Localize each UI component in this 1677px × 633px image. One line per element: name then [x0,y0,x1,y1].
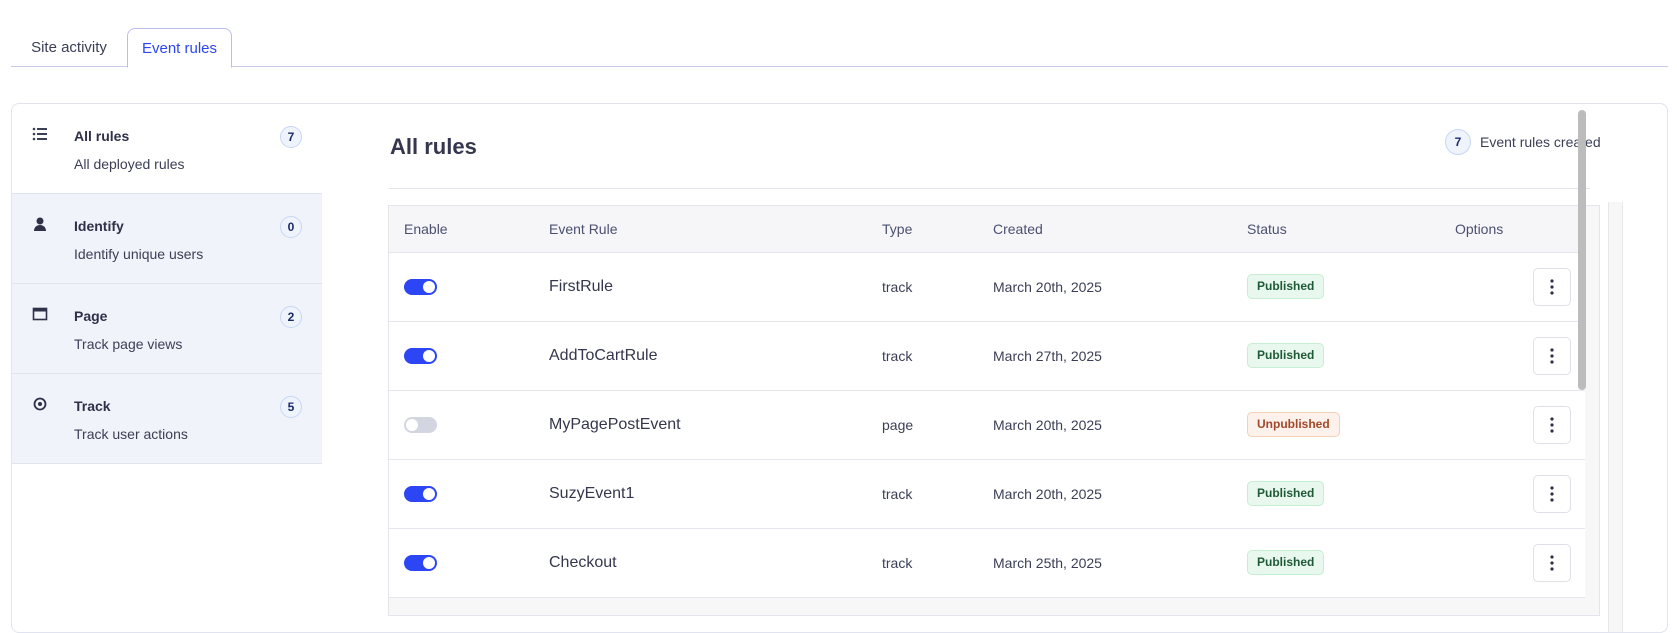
more-vertical-icon [1550,278,1554,295]
status-cell: Published [1247,321,1455,391]
enable-toggle[interactable] [404,486,437,503]
sidebar-item-subtitle: Track user actions [74,426,188,442]
enable-cell [389,252,549,322]
options-button[interactable] [1533,336,1571,375]
column-header-type: Type [882,206,993,253]
tab-site-activity[interactable]: Site activity [31,39,107,56]
sidebar-item-page[interactable]: Page Track page views 2 [12,284,322,374]
browser-window-icon [32,307,48,321]
sidebar-item-title: All rules [74,128,130,144]
event-rule-created: March 20th, 2025 [993,390,1247,460]
table-scrollbar[interactable] [1576,105,1589,511]
more-vertical-icon [1550,554,1554,571]
sidebar-item-subtitle: Identify unique users [74,246,204,262]
sidebar-item-subtitle: All deployed rules [74,156,185,172]
column-header-enable: Enable [389,206,549,253]
event-rule-name: MyPagePostEvent [549,390,882,460]
column-header-created: Created [993,206,1247,253]
status-cell: Unpublished [1247,390,1455,460]
event-rule-created: March 20th, 2025 [993,252,1247,322]
options-cell [1455,390,1585,460]
table-header: Enable Event Rule Type Created Status Op… [389,206,1585,253]
sidebar-item-title: Identify [74,218,124,234]
count-badge: 7 [1445,129,1471,155]
event-rule-type: track [882,528,993,598]
event-rule-created: March 25th, 2025 [993,528,1247,598]
status-badge: Published [1247,343,1325,368]
sidebar: All rules All deployed rules 7 Identify … [12,104,322,464]
rules-created-summary: 7 Event rules created [1445,129,1601,155]
options-cell [1455,528,1585,598]
enable-cell [389,390,549,460]
column-header-event-rule: Event Rule [549,206,882,253]
more-vertical-icon [1550,485,1554,502]
options-button[interactable] [1533,267,1571,306]
rules-table: Enable Event Rule Type Created Status Op… [389,206,1585,598]
event-rules-card: All rules All deployed rules 7 Identify … [11,103,1668,633]
enable-cell [389,459,549,529]
sidebar-item-title: Page [74,308,108,324]
status-badge: Published [1247,274,1325,299]
count-badge: 7 [280,126,302,148]
event-rule-type: page [882,390,993,460]
rules-table-container: Enable Event Rule Type Created Status Op… [388,205,1600,616]
target-icon [33,397,47,411]
count-badge: 0 [280,216,302,238]
status-cell: Published [1247,528,1455,598]
enable-cell [389,321,549,391]
table-row: Checkout track March 25th, 2025 Publishe… [389,528,1585,598]
event-rule-type: track [882,459,993,529]
sidebar-item-track[interactable]: Track Track user actions 5 [12,374,322,464]
column-header-status: Status [1247,206,1455,253]
options-cell [1455,459,1585,529]
more-vertical-icon [1550,347,1554,364]
enable-toggle[interactable] [404,279,437,296]
enable-cell [389,528,549,598]
options-button[interactable] [1533,543,1571,582]
divider [389,188,1590,189]
status-cell: Published [1247,252,1455,322]
event-rule-name: FirstRule [549,252,882,322]
options-button[interactable] [1533,474,1571,513]
sidebar-item-all-rules[interactable]: All rules All deployed rules 7 [12,104,322,194]
enable-toggle[interactable] [404,417,437,434]
options-cell [1455,252,1585,322]
options-button[interactable] [1533,405,1571,444]
event-rule-created: March 20th, 2025 [993,459,1247,529]
event-rule-name: AddToCartRule [549,321,882,391]
table-row: FirstRule track March 20th, 2025 Publish… [389,252,1585,322]
event-rule-name: SuzyEvent1 [549,459,882,529]
event-rule-created: March 27th, 2025 [993,321,1247,391]
status-badge: Unpublished [1247,412,1340,437]
event-rule-type: track [882,321,993,391]
column-header-options: Options [1455,206,1585,253]
sidebar-item-identify[interactable]: Identify Identify unique users 0 [12,194,322,284]
list-icon [32,127,47,141]
more-vertical-icon [1550,416,1554,433]
options-cell [1455,321,1585,391]
table-row: SuzyEvent1 track March 20th, 2025 Publis… [389,459,1585,529]
status-cell: Published [1247,459,1455,529]
enable-toggle[interactable] [404,555,437,572]
scrollbar-thumb[interactable] [1578,110,1586,390]
tab-bar: Site activity Event rules [11,28,1668,68]
event-rule-name: Checkout [549,528,882,598]
scroll-gutter [1608,202,1623,632]
event-rule-type: track [882,252,993,322]
sidebar-item-subtitle: Track page views [74,336,183,352]
user-icon [34,217,46,231]
tab-event-rules[interactable]: Event rules [127,28,232,68]
status-badge: Published [1247,481,1325,506]
enable-toggle[interactable] [404,348,437,365]
table-row: MyPagePostEvent page March 20th, 2025 Un… [389,390,1585,460]
rules-created-label: Event rules created [1480,134,1601,150]
count-badge: 5 [280,396,302,418]
sidebar-item-title: Track [74,398,111,414]
page-title: All rules [390,134,477,159]
count-badge: 2 [280,306,302,328]
status-badge: Published [1247,550,1325,575]
table-row: AddToCartRule track March 27th, 2025 Pub… [389,321,1585,391]
